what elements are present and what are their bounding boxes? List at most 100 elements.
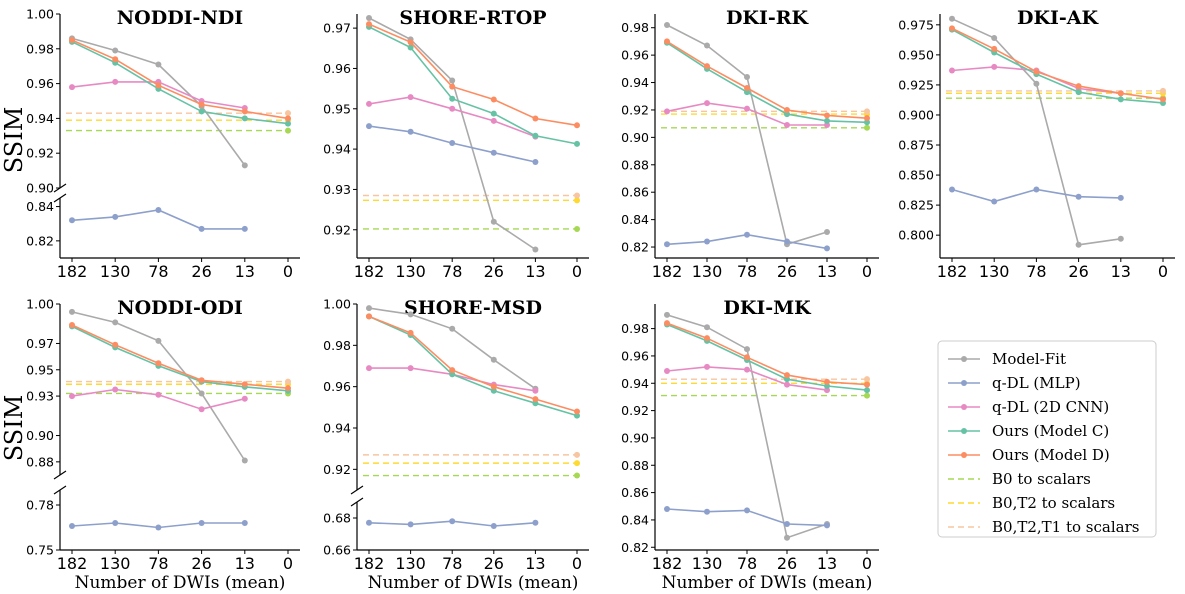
y-tick-label: 0.88 — [621, 458, 649, 473]
data-point — [784, 376, 790, 383]
data-point — [864, 115, 870, 122]
data-point — [991, 35, 998, 42]
data-point — [704, 238, 710, 245]
y-tick-label: 0.94 — [621, 376, 649, 391]
y-tick-label: 0.90 — [621, 130, 649, 145]
y-axis-label-top: SSIM — [0, 107, 28, 174]
x-tick-label: 13 — [817, 262, 837, 281]
baseline-point — [574, 225, 580, 232]
data-point — [198, 406, 205, 413]
data-point — [744, 346, 750, 353]
series-line — [71, 41, 289, 125]
y-tick-label: 0.66 — [323, 543, 351, 558]
legend-marker — [961, 452, 967, 458]
y-tick-label: 0.92 — [26, 146, 54, 161]
data-point — [69, 37, 75, 44]
data-point — [532, 400, 539, 407]
legend: Model-Fit q-DL (MLP) q-DL (2D CNN) Ours (Mo… — [937, 340, 1157, 538]
data-point — [198, 390, 205, 397]
data-point — [1117, 90, 1124, 97]
y-tick-label: 1.00 — [323, 297, 351, 312]
data-point — [532, 519, 539, 526]
x-tick-label: 182 — [57, 262, 88, 281]
x-tick-label: 0 — [572, 262, 582, 281]
baseline-point — [864, 124, 870, 131]
data-point — [490, 149, 497, 156]
x-tick-label: 26 — [484, 554, 504, 573]
x-tick-label: 26 — [777, 554, 797, 573]
data-point — [490, 523, 497, 529]
series-model-fit — [69, 308, 248, 464]
data-point — [532, 132, 539, 139]
data-point — [991, 45, 998, 52]
series-line — [368, 26, 578, 145]
baseline-point — [285, 127, 291, 134]
y-tick-label: 0.82 — [26, 233, 54, 248]
y-tick-label: 0.800 — [898, 228, 934, 243]
legend-item-model-fit: Model-Fit — [948, 350, 1066, 368]
data-point — [241, 381, 248, 388]
panel-title: DKI-MK — [723, 297, 812, 319]
y-tick-label: 0.82 — [621, 540, 649, 555]
series-ours-model-d- — [664, 38, 870, 122]
x-tick-label: 0 — [283, 554, 293, 573]
data-point — [784, 381, 790, 388]
baseline-point — [574, 460, 580, 467]
data-point — [490, 110, 497, 117]
y-tick-label: 0.88 — [621, 157, 649, 172]
data-point — [1117, 235, 1124, 242]
data-point — [449, 518, 456, 525]
y-tick-label: 0.93 — [26, 389, 54, 404]
data-point — [407, 521, 414, 528]
x-tick-label: 0 — [862, 554, 872, 573]
panel-shore-msd: SHORE-MSD 1.00 0.98 0.96 0.94 0.92 0.68 0.66182… — [323, 297, 589, 593]
series-q-dl-mlp- — [664, 231, 830, 252]
series-line — [666, 323, 868, 391]
data-point — [704, 335, 710, 342]
panel-noddi-ndi: NODDI-NDI 1.00 0.98 0.96 0.94 0.92 0.90 0.84 0.8… — [26, 7, 300, 281]
data-point — [155, 360, 162, 367]
x-axis-label: Number of DWIs (mean) — [368, 573, 579, 593]
data-point — [824, 383, 830, 389]
x-tick-label: 0 — [1158, 262, 1168, 281]
y-tick-label: 0.925 — [898, 77, 934, 92]
y-tick-label: 0.96 — [621, 348, 649, 363]
data-point — [285, 385, 291, 392]
data-point — [285, 120, 291, 127]
series-q-dl-mlp- — [664, 506, 830, 529]
series-ours-model-d- — [366, 21, 580, 129]
data-point — [112, 78, 119, 85]
y-tick-label: 0.86 — [621, 485, 649, 500]
x-tick-label: 0 — [862, 262, 872, 281]
series-ours-model-c- — [69, 323, 291, 394]
series-line — [368, 23, 578, 127]
x-tick-label: 130 — [395, 262, 426, 281]
data-point — [449, 371, 456, 378]
series-ours-model-c- — [664, 39, 870, 126]
data-point — [824, 378, 830, 385]
data-point — [744, 85, 750, 92]
x-tick-label: 78 — [148, 262, 168, 281]
data-point — [366, 15, 372, 22]
data-point — [407, 128, 414, 135]
y-tick-label: 0.875 — [898, 138, 934, 153]
data-point — [241, 520, 248, 526]
y-tick-label: 0.84 — [26, 199, 54, 214]
data-point — [155, 524, 162, 531]
data-point — [449, 105, 456, 112]
baseline-point — [864, 108, 870, 115]
data-point — [664, 506, 670, 512]
y-tick-label: 0.68 — [323, 511, 351, 526]
panel-title: NODDI-ODI — [117, 297, 243, 319]
y-tick-label: 0.95 — [323, 101, 351, 116]
x-tick-label: 13 — [1111, 262, 1131, 281]
x-tick-label: 13 — [817, 554, 837, 573]
data-point — [449, 83, 456, 90]
legend-marker — [961, 428, 967, 434]
data-point — [407, 39, 414, 46]
data-point — [112, 386, 119, 393]
data-point — [366, 123, 372, 130]
y-tick-label: 0.78 — [26, 498, 54, 513]
data-point — [69, 308, 75, 315]
y-tick-label: 0.98 — [621, 321, 649, 336]
